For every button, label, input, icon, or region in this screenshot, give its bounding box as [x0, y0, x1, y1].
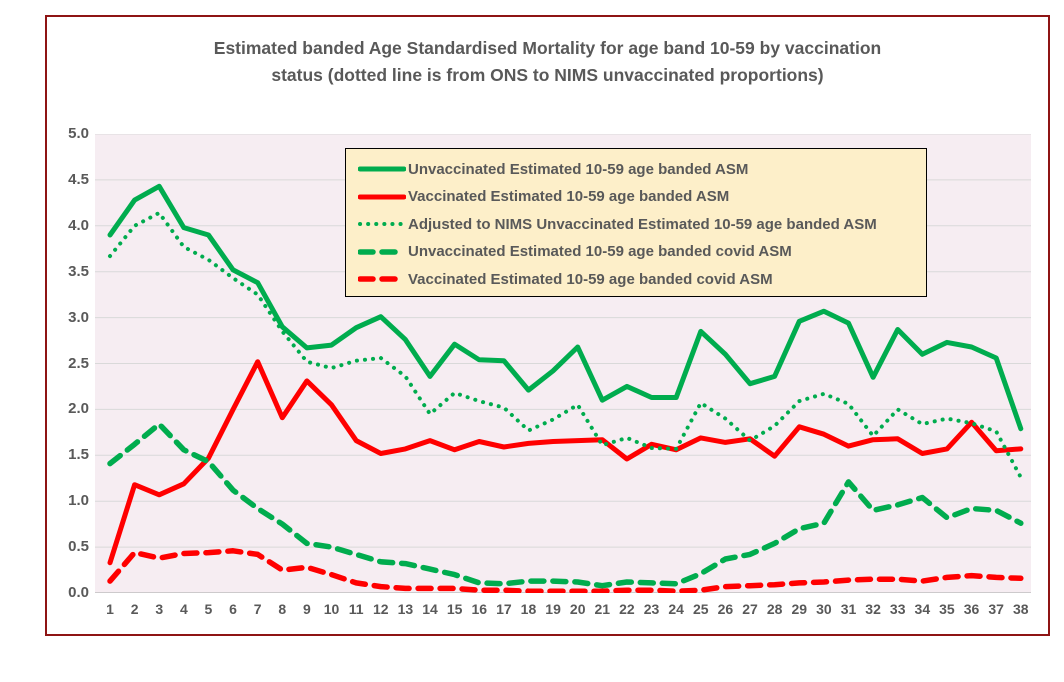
legend-item-vaccinated-asm: Vaccinated Estimated 10-59 age banded AS…: [358, 184, 922, 210]
x-axis-label: 22: [619, 601, 635, 617]
x-axis-label: 4: [179, 601, 188, 617]
x-axis-label: 8: [278, 601, 287, 617]
series-line-3: [107, 421, 1024, 589]
chart-frame: Estimated banded Age Standardised Mortal…: [45, 15, 1050, 636]
legend-label: Unvaccinated Estimated 10-59 age banded …: [408, 243, 792, 260]
y-axis-label: 1.0: [68, 492, 89, 510]
chart-title-line-2: status (dotted line is from ONS to NIMS …: [271, 65, 824, 85]
x-axis-label: 35: [939, 601, 955, 617]
x-axis-label: 9: [303, 601, 311, 617]
legend-marker-dashed-red-line: [358, 276, 406, 282]
x-axis-label: 25: [692, 601, 709, 617]
x-axis-label: 7: [253, 601, 262, 617]
series-line-2: [108, 210, 1023, 480]
x-axis-label: 5: [204, 601, 213, 617]
series-line-1: [107, 359, 1024, 566]
x-axis-label: 27: [742, 601, 758, 617]
y-axis-label: 0.0: [68, 584, 89, 601]
legend-label: Vaccinated Estimated 10-59 age banded co…: [408, 270, 773, 288]
x-axis-label: 26: [717, 601, 734, 617]
x-axis-label: 1: [106, 601, 114, 617]
legend-marker-dotted-green-line: [358, 222, 406, 226]
y-axis-label: 3.0: [68, 308, 89, 326]
x-axis-label: 3: [155, 601, 164, 617]
chart-title: Estimated banded Age Standardised Mortal…: [107, 35, 988, 89]
x-axis-label: 37: [988, 601, 1004, 617]
x-axis-label: 23: [643, 601, 660, 617]
legend-label: Adjusted to NIMS Unvaccinated Estimated …: [408, 215, 877, 233]
y-axis-label: 2.5: [68, 354, 89, 372]
x-axis-label: 34: [914, 601, 931, 617]
legend-marker-solid-green-line: [358, 166, 406, 172]
x-axis-label: 16: [471, 601, 488, 617]
y-axis-label: 1.5: [68, 446, 89, 464]
x-axis-label: 10: [323, 601, 340, 617]
series-line-0: [107, 183, 1024, 432]
y-axis-label: 2.0: [68, 400, 89, 418]
x-axis-label: 6: [229, 601, 237, 617]
x-axis-label: 31: [840, 601, 857, 617]
x-axis-label: 19: [545, 601, 561, 617]
y-axis-label: 4.0: [68, 216, 89, 234]
legend-marker-solid-red-line: [358, 194, 406, 199]
x-axis-label: 2: [130, 601, 139, 617]
x-axis-label: 11: [348, 601, 364, 617]
legend-label: Unvaccinated Estimated 10-59 age banded …: [408, 160, 749, 178]
x-axis-label: 33: [889, 601, 906, 617]
x-axis-label: 30: [816, 601, 832, 617]
legend: Unvaccinated Estimated 10-59 age banded …: [345, 148, 927, 297]
chart-title-line-1: Estimated banded Age Standardised Mortal…: [213, 38, 882, 58]
x-axis-label: 21: [594, 601, 611, 617]
x-axis-label: 12: [372, 601, 389, 617]
x-axis-label: 29: [791, 601, 808, 617]
legend-item-unvaccinated-asm: Unvaccinated Estimated 10-59 age banded …: [358, 156, 922, 182]
x-axis-label: 15: [446, 601, 463, 617]
x-axis-label: 24: [668, 601, 684, 617]
x-axis-label: 14: [422, 601, 438, 617]
x-axis-label: 17: [496, 601, 512, 617]
legend-item-vaccinated-covid-asm: Vaccinated Estimated 10-59 age banded co…: [358, 266, 922, 292]
y-axis-label: 5.0: [68, 125, 89, 142]
x-axis-label: 36: [963, 601, 980, 617]
y-axis-label: 0.5: [68, 538, 89, 556]
x-axis-label: 20: [569, 601, 586, 617]
legend-label: Vaccinated Estimated 10-59 age banded AS…: [408, 188, 730, 205]
x-axis-label: 18: [520, 601, 537, 617]
series-line-4: [107, 548, 1024, 593]
y-axis-label: 4.5: [68, 170, 89, 188]
y-axis-label: 3.5: [68, 262, 89, 280]
x-axis-label: 13: [397, 601, 414, 617]
legend-item-unvaccinated-covid-asm: Unvaccinated Estimated 10-59 age banded …: [358, 239, 922, 265]
legend-item-adjusted-nims-unvaccinated-asm: Adjusted to NIMS Unvaccinated Estimated …: [358, 211, 922, 237]
x-axis-label: 38: [1013, 601, 1029, 617]
legend-marker-dashed-green-line: [358, 248, 406, 255]
x-axis-label: 28: [766, 601, 783, 617]
x-axis-label: 32: [865, 601, 881, 617]
